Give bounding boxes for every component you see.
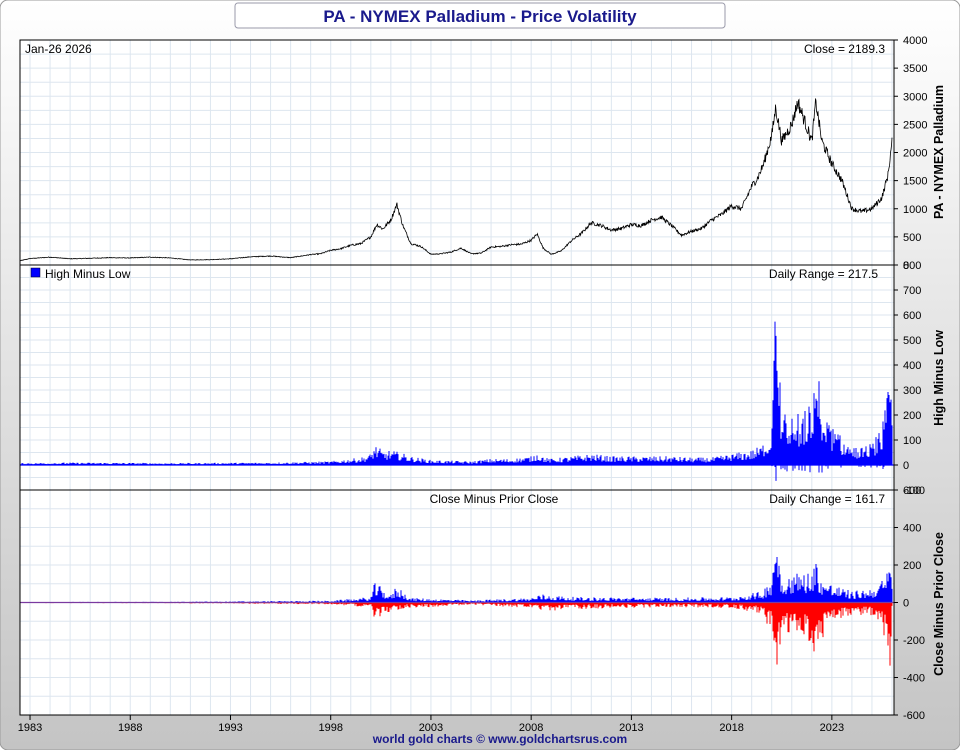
y-tick-label: 200 — [903, 410, 921, 422]
y-tick-label: -400 — [903, 673, 925, 685]
x-tick-label: 1993 — [218, 722, 242, 734]
x-tick-label: 1988 — [118, 722, 142, 734]
y-tick-label: -100 — [903, 485, 925, 497]
x-tick-label: 2008 — [519, 722, 543, 734]
title-box — [234, 2, 726, 29]
close-minus-prior-legend-label: Close Minus Prior Close — [430, 492, 559, 506]
daily-change-label: Daily Change = 161.7 — [769, 492, 885, 506]
chart-marks — [19, 98, 894, 666]
y-tick-label: 2000 — [903, 148, 927, 160]
x-tick-label: 2003 — [419, 722, 443, 734]
footer-credit: world gold charts © www.goldchartsrus.co… — [372, 732, 627, 746]
y-tick-label: 200 — [903, 560, 921, 572]
price-line — [20, 98, 893, 262]
y-tick-label: 300 — [903, 385, 921, 397]
y-tick-label: 3000 — [903, 91, 927, 103]
y-tick-label: 4000 — [903, 35, 927, 47]
x-tick-label: 2023 — [820, 722, 844, 734]
y-tick-label: 600 — [903, 310, 921, 322]
y-tick-label: 800 — [903, 260, 921, 272]
y-tick-label: 1000 — [903, 204, 927, 216]
x-tick-label: 2013 — [619, 722, 643, 734]
y-tick-label: 600 — [903, 485, 921, 497]
y-tick-label: 3500 — [903, 63, 927, 75]
grid-lines — [20, 39, 894, 716]
y-tick-label: 0 — [903, 260, 909, 272]
y-tick-label: 100 — [903, 435, 921, 447]
y-tick-label: -600 — [903, 710, 925, 722]
range-axis-label: High Minus Low — [932, 330, 946, 426]
price-date-label: Jan-26 2026 — [25, 42, 92, 56]
y-tick-label: 1500 — [903, 176, 927, 188]
x-tick-label: 1983 — [18, 722, 42, 734]
panel-border-3 — [19, 489, 895, 716]
y-tick-label: 700 — [903, 285, 921, 297]
x-tick-label: 2018 — [719, 722, 743, 734]
y-tick-label: 500 — [903, 232, 921, 244]
y-tick-label: 2500 — [903, 119, 927, 131]
y-tick-label: -200 — [903, 635, 925, 647]
high-minus-low-legend-label: High Minus Low — [45, 267, 131, 281]
chart-title: PA - NYMEX Palladium - Price Volatility — [323, 7, 637, 26]
daily-range-label: Daily Range = 217.5 — [769, 267, 878, 281]
change-axis-label: Close Minus Prior Close — [932, 532, 946, 676]
y-tick-label: 500 — [903, 335, 921, 347]
y-tick-label: 0 — [903, 460, 909, 472]
high-minus-low-legend-swatch — [30, 267, 41, 278]
price-axis-label: PA - NYMEX Palladium — [932, 85, 946, 219]
y-tick-label: 400 — [903, 360, 921, 372]
close-value-label: Close = 2189.3 — [804, 42, 885, 56]
y-tick-label: 400 — [903, 523, 921, 535]
x-tick-label: 1998 — [318, 722, 342, 734]
y-tick-label: 0 — [903, 598, 909, 610]
axes: 05001000150020002500300035004000-1000100… — [18, 35, 928, 734]
